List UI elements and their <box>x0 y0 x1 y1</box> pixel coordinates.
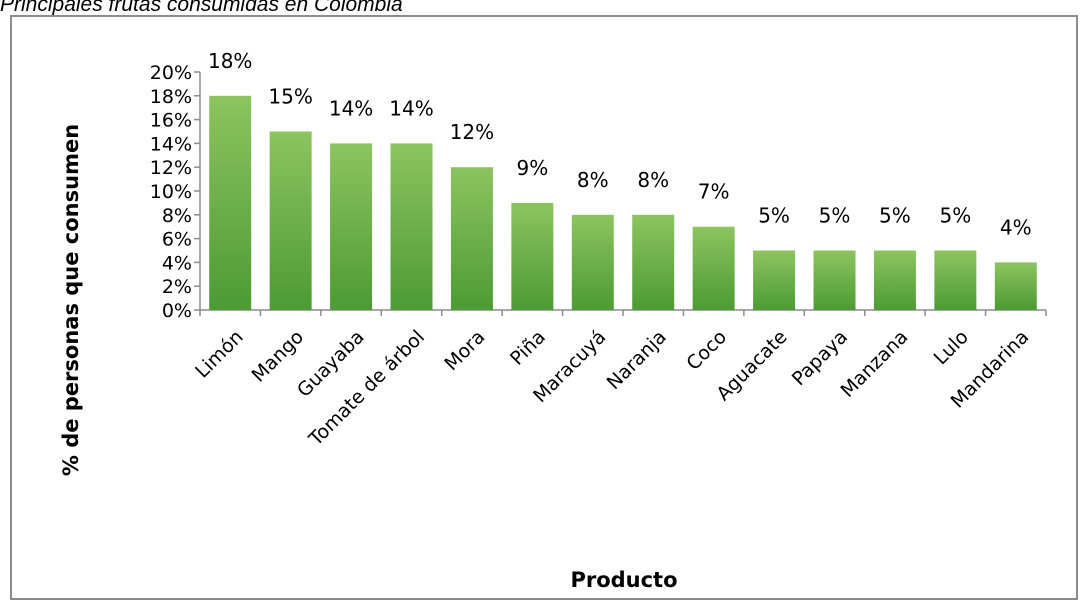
y-tick-label: 6% <box>162 229 192 251</box>
bar <box>571 214 614 310</box>
category-label: Coco <box>682 326 731 375</box>
y-tick-label: 2% <box>162 276 192 298</box>
category-label: Tomate de árbol <box>304 326 429 451</box>
bar <box>269 131 312 310</box>
y-axis-title: % de personas que consumen <box>59 124 83 476</box>
category-label: Limón <box>191 326 248 383</box>
data-label: 8% <box>637 168 669 192</box>
category-label: Mango <box>248 326 309 387</box>
figure-caption: Principales frutas consumidas en Colombi… <box>0 0 403 16</box>
bar <box>692 226 735 310</box>
bar <box>753 250 796 310</box>
bar <box>330 143 373 310</box>
data-label: 5% <box>819 204 851 228</box>
y-tick-label: 16% <box>150 110 192 132</box>
category-label: Manzana <box>837 326 913 402</box>
x-axis-title: Producto <box>570 568 677 592</box>
data-label: 9% <box>516 156 548 180</box>
data-label: 15% <box>268 85 312 109</box>
y-tick-label: 8% <box>162 205 192 227</box>
y-tick-label: 18% <box>150 86 192 108</box>
y-tick-label: 4% <box>162 252 192 274</box>
data-label: 14% <box>329 96 373 120</box>
y-tick-label: 12% <box>150 157 192 179</box>
data-label: 7% <box>698 180 730 204</box>
data-label: 4% <box>1000 215 1032 239</box>
bar <box>632 214 675 310</box>
y-tick-label: 10% <box>150 181 192 203</box>
bar <box>209 95 252 310</box>
category-label: Lulo <box>930 326 973 369</box>
category-label: Naranja <box>603 326 671 394</box>
bar <box>450 167 493 310</box>
y-tick-label: 20% <box>150 62 192 84</box>
y-tick-label: 14% <box>150 133 192 155</box>
data-label: 5% <box>758 204 790 228</box>
data-label: 14% <box>389 96 433 120</box>
data-label: 5% <box>879 204 911 228</box>
bar <box>873 250 916 310</box>
data-label: 12% <box>450 120 494 144</box>
category-label: Mora <box>440 326 489 375</box>
category-label: Piña <box>506 326 550 370</box>
bar <box>511 202 554 310</box>
data-label: 18% <box>208 49 252 73</box>
data-label: 8% <box>577 168 609 192</box>
bar <box>994 262 1037 310</box>
bar <box>934 250 977 310</box>
y-tick-label: 0% <box>162 300 192 322</box>
bar <box>390 143 433 310</box>
data-label: 5% <box>939 204 971 228</box>
bar <box>813 250 856 310</box>
